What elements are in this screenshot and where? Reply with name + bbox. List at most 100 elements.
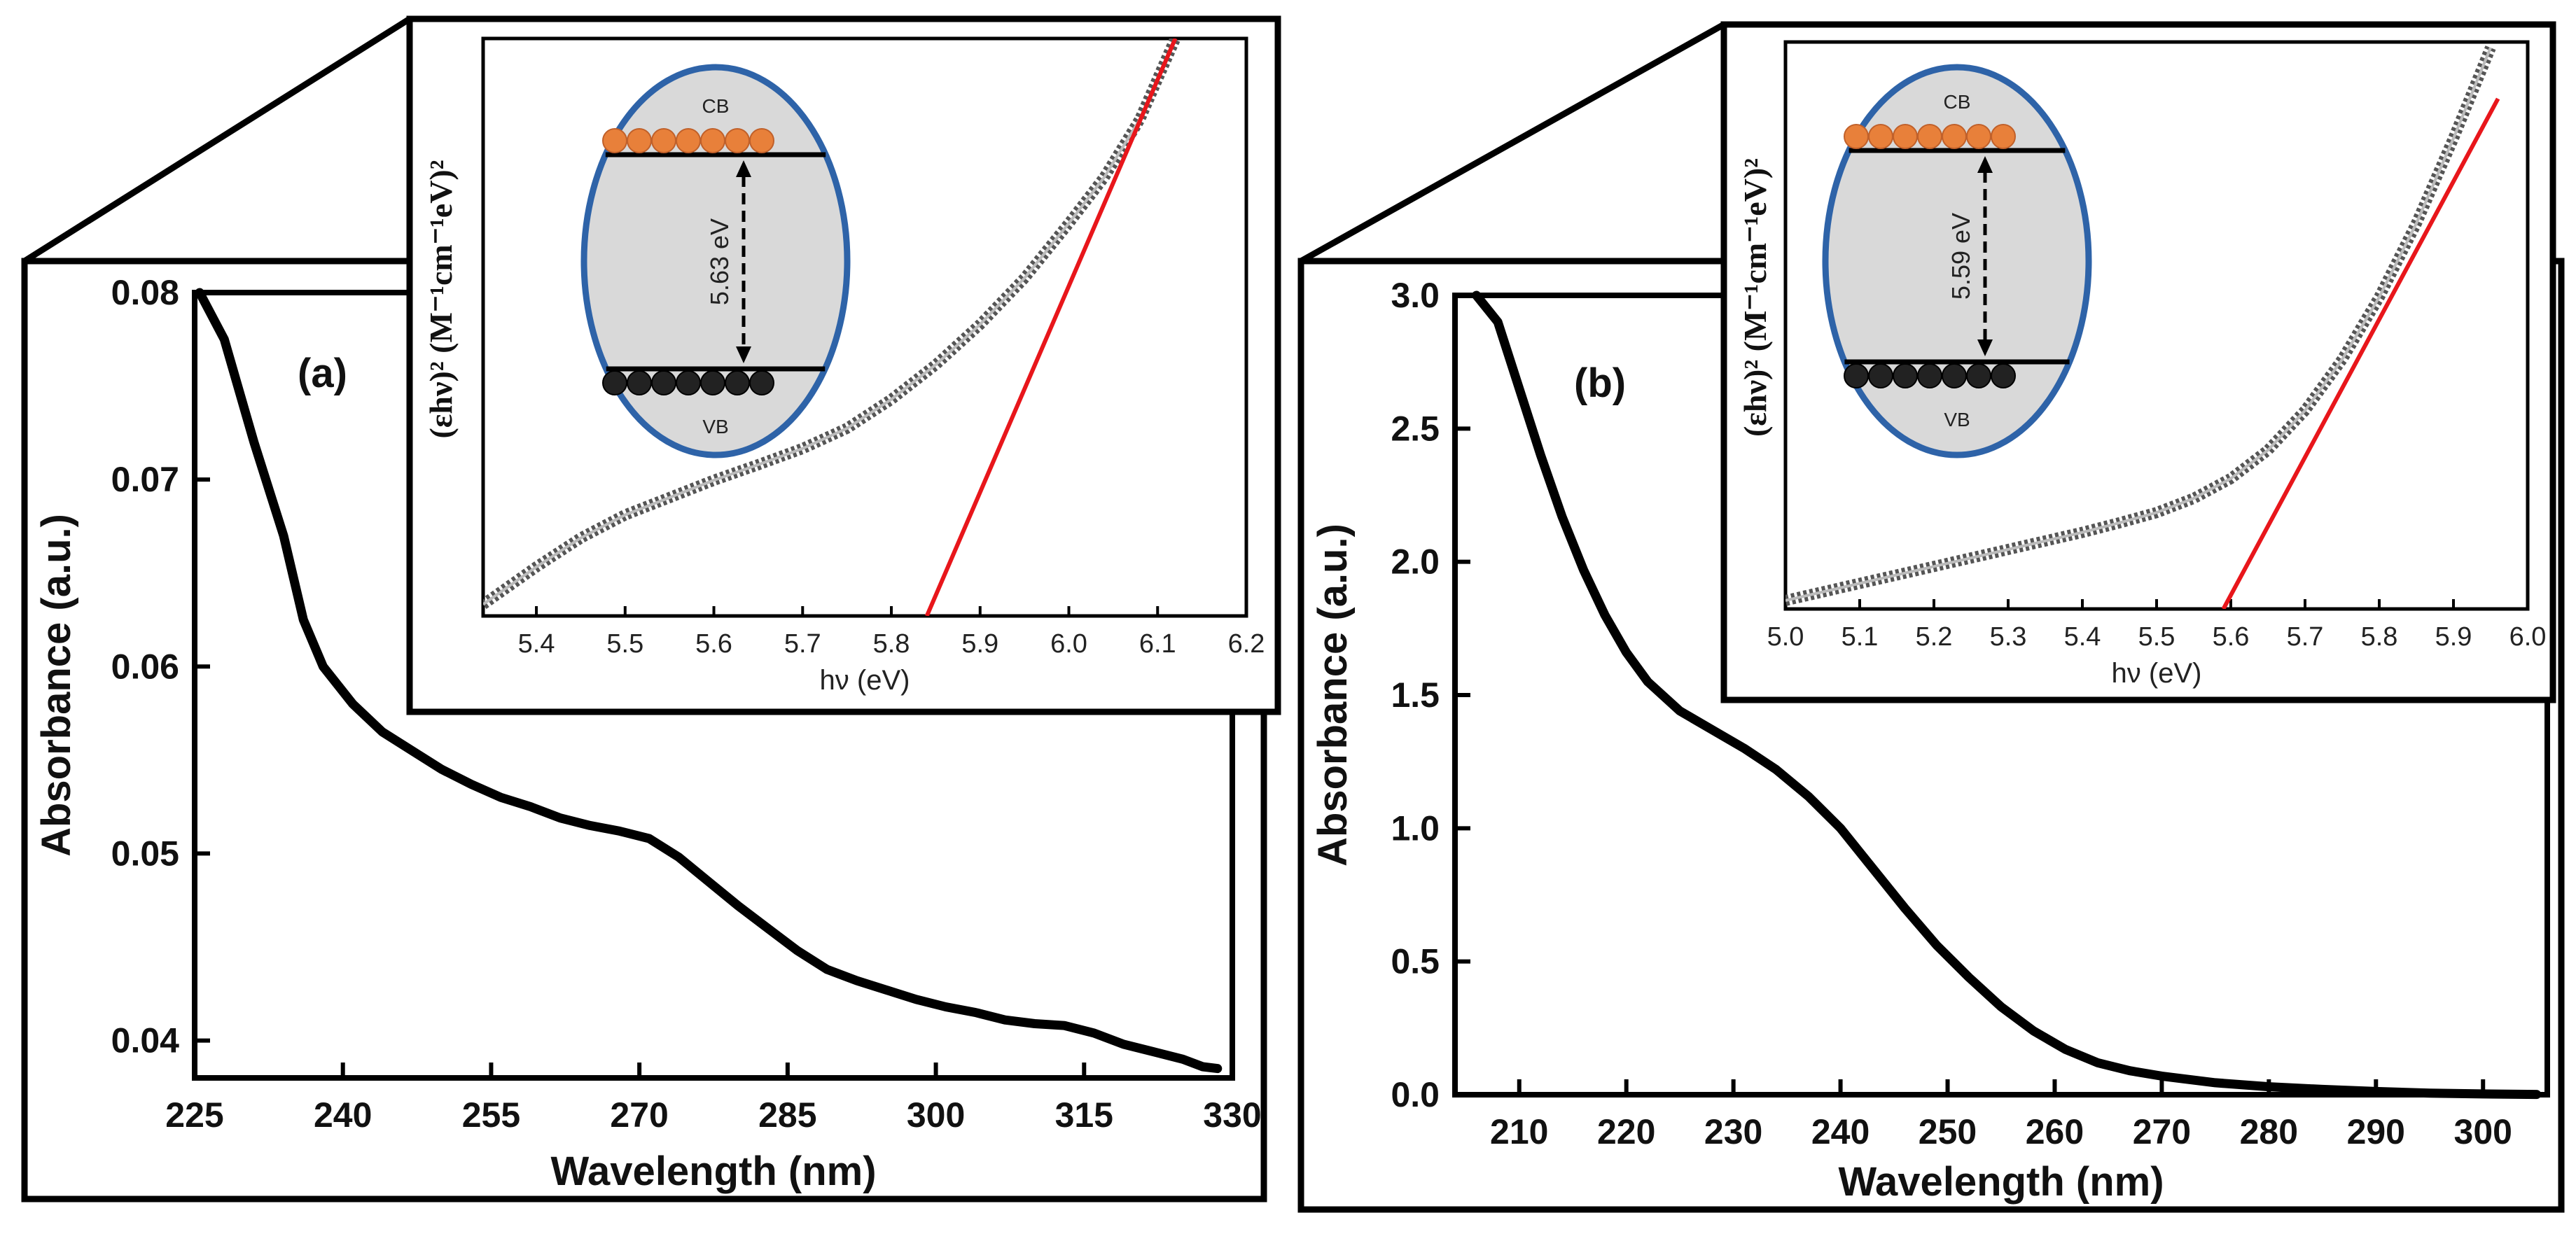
zoom-connector bbox=[1299, 22, 1726, 264]
hole-dot bbox=[1991, 363, 2016, 388]
x-tick-label: 300 bbox=[907, 1095, 965, 1135]
inset-data bbox=[483, 38, 1181, 616]
x-axis-title: Wavelength (nm) bbox=[1838, 1159, 2164, 1205]
hole-dot bbox=[725, 370, 750, 395]
y-tick-label: 0.0 bbox=[1391, 1075, 1440, 1114]
x-tick-label: 220 bbox=[1597, 1112, 1655, 1151]
y-ticks: 0.0 0.5 1.0 1.5 2.0 2.5 3.0 bbox=[1391, 276, 1470, 1114]
band-diagram: CB VB 5.63 eV bbox=[580, 64, 851, 458]
inset-x-tick-label: 5.1 bbox=[1842, 622, 1879, 652]
inset-x-tick-label: 5.7 bbox=[2287, 622, 2324, 652]
inset-fit-line bbox=[2221, 97, 2500, 609]
panel-label: (b) bbox=[1574, 360, 1626, 406]
x-tick-label: 250 bbox=[1919, 1112, 1977, 1151]
y-tick-label: 0.06 bbox=[111, 647, 179, 686]
hole-dot bbox=[1844, 363, 1869, 388]
inset-data bbox=[1785, 45, 2500, 609]
x-tick-label: 270 bbox=[610, 1095, 668, 1135]
inset-frame bbox=[406, 15, 1281, 715]
electron-dot bbox=[1868, 124, 1893, 149]
inset-x-tick-label: 5.4 bbox=[2064, 622, 2101, 652]
hole-dot bbox=[700, 370, 725, 395]
absorbance-curve bbox=[1472, 290, 2542, 1100]
zoom-connector-line bbox=[22, 16, 412, 264]
electron-dot bbox=[1991, 124, 2016, 149]
inset-x-tick-label: 6.2 bbox=[1228, 629, 1265, 659]
gap-arrow-head-up bbox=[736, 160, 751, 177]
y-tick-label: 0.08 bbox=[111, 273, 179, 312]
inset-x-tick-label: 5.0 bbox=[1767, 622, 1804, 652]
cb-label: CB bbox=[1944, 91, 1971, 113]
inset-x-tick-label: 6.1 bbox=[1139, 629, 1176, 659]
x-tick-label: 280 bbox=[2240, 1112, 2298, 1151]
x-tick-label: 240 bbox=[1811, 1112, 1870, 1151]
hole-dot bbox=[1942, 363, 1967, 388]
x-tick-label: 260 bbox=[2026, 1112, 2084, 1151]
electron-dot bbox=[725, 128, 750, 153]
inset-x-tick-label: 5.8 bbox=[873, 629, 910, 659]
x-tick-label: 240 bbox=[314, 1095, 372, 1135]
hole-dot bbox=[1893, 363, 1918, 388]
inset-x-tick-label: 5.3 bbox=[1990, 622, 2027, 652]
y-tick-label: 0.5 bbox=[1391, 942, 1440, 981]
y-tick-label: 2.0 bbox=[1391, 542, 1440, 582]
hole-dot bbox=[676, 370, 701, 395]
vb-label: VB bbox=[702, 416, 728, 437]
inset-data-curve bbox=[483, 38, 1177, 606]
inset-x-tick-label: 5.6 bbox=[695, 629, 732, 659]
hole-dot bbox=[602, 370, 627, 395]
band-gap-label: 5.59 eV bbox=[1947, 213, 1975, 300]
electron-dot bbox=[627, 128, 652, 153]
x-tick-label: 255 bbox=[462, 1095, 520, 1135]
y-axis-title: Absorbance (a.u.) bbox=[1310, 524, 1356, 867]
inset-y-axis-title: (εhν)² (M⁻¹cm⁻¹eV)² bbox=[423, 160, 459, 438]
inset-x-tick-label: 6.0 bbox=[1050, 629, 1087, 659]
inset-x-tick-label: 5.7 bbox=[784, 629, 821, 659]
inset-data-curve bbox=[1785, 47, 2492, 602]
inset-x-tick-label: 5.4 bbox=[518, 629, 555, 659]
y-tick-label: 0.05 bbox=[111, 834, 179, 873]
zoom-connector-line bbox=[1299, 22, 1726, 264]
y-tick-label: 0.07 bbox=[111, 460, 179, 499]
inset-x-tick-label: 5.5 bbox=[2138, 622, 2175, 652]
x-tick-label: 285 bbox=[758, 1095, 816, 1135]
hole-dot bbox=[1966, 363, 1991, 388]
x-ticks: 210 220 230 240 250 260 270 280 290 300 bbox=[1490, 1079, 2512, 1151]
electron-dot bbox=[676, 128, 701, 153]
panel-label: (a) bbox=[298, 351, 347, 396]
electron-dot bbox=[700, 128, 725, 153]
hole-dot bbox=[1917, 363, 1942, 388]
inset-x-tick-label: 5.9 bbox=[961, 629, 998, 659]
inset-y-axis-title: (εhν)² (M⁻¹cm⁻¹eV)² bbox=[1737, 158, 1773, 437]
inset-x-tick-label: 6.0 bbox=[2509, 622, 2547, 652]
y-axis-title: Absorbance (a.u.) bbox=[34, 514, 79, 857]
x-tick-label: 330 bbox=[1203, 1095, 1261, 1135]
x-tick-label: 290 bbox=[2347, 1112, 2405, 1151]
y-tick-label: 3.0 bbox=[1391, 276, 1440, 315]
zoom-connector bbox=[22, 16, 412, 264]
y-ticks: 0.04 0.05 0.06 0.07 0.08 bbox=[111, 273, 210, 1060]
x-axis-title: Wavelength (nm) bbox=[550, 1149, 876, 1194]
inset-x-ticks: 5.0 5.1 5.2 5.3 5.4 5.5 5.6 5.7 5.8 5.9 6.0 bbox=[1767, 599, 2547, 652]
electron-dot bbox=[1917, 124, 1942, 149]
cb-label: CB bbox=[702, 95, 730, 117]
x-ticks: 225 240 255 270 285 300 315 330 bbox=[165, 1063, 1262, 1135]
inset-x-tick-label: 5.8 bbox=[2361, 622, 2398, 652]
x-tick-label: 225 bbox=[165, 1095, 223, 1135]
y-tick-label: 1.0 bbox=[1391, 808, 1440, 848]
inset-fit-line bbox=[924, 38, 1178, 616]
inset-x-tick-label: 5.9 bbox=[2435, 622, 2472, 652]
electron-dot bbox=[1966, 124, 1991, 149]
inset-x-ticks: 5.4 5.5 5.6 5.7 5.8 5.9 6.0 6.1 6.2 bbox=[518, 606, 1265, 659]
electron-dot bbox=[1844, 124, 1869, 149]
band-gap-label: 5.63 eV bbox=[705, 218, 734, 305]
x-tick-label: 300 bbox=[2454, 1112, 2512, 1151]
panel-b: 210 220 230 240 250 260 270 280 290 300 0.0 0.5 1.0 1… bbox=[1297, 21, 2565, 1213]
electron-dot bbox=[602, 128, 627, 153]
gap-arrow-head-down bbox=[736, 346, 751, 363]
hole-dot bbox=[749, 370, 774, 395]
hole-dot bbox=[651, 370, 676, 395]
band-ellipse bbox=[580, 64, 851, 458]
gap-arrow-head-up bbox=[1977, 156, 1993, 173]
